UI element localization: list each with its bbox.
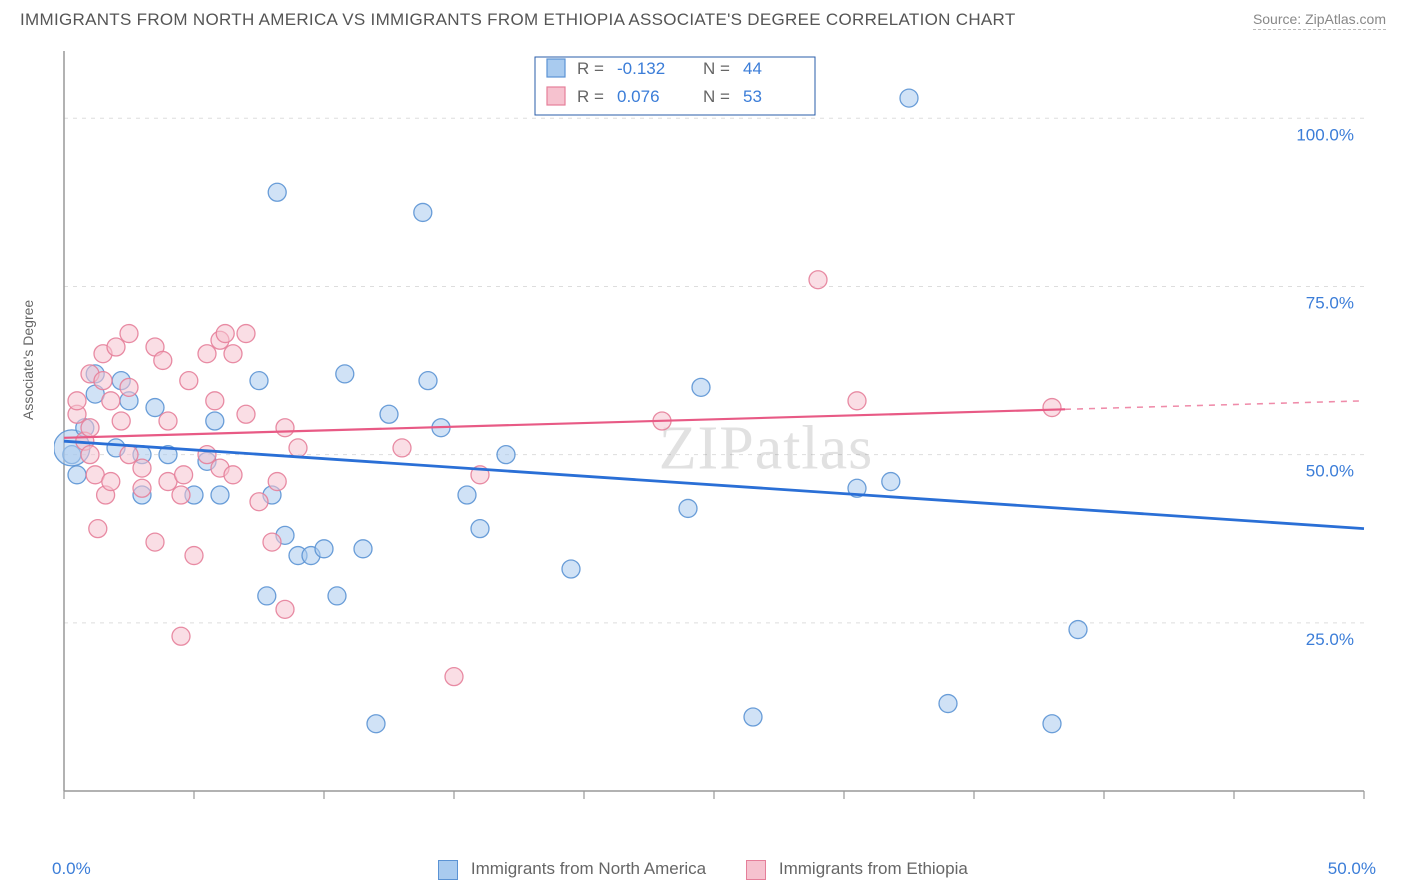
legend-item-north-america: Immigrants from North America bbox=[438, 859, 706, 880]
svg-text:53: 53 bbox=[743, 87, 762, 106]
bottom-legend: 0.0% Immigrants from North America Immig… bbox=[0, 859, 1406, 880]
svg-text:R =: R = bbox=[577, 87, 604, 106]
svg-text:N =: N = bbox=[703, 59, 730, 78]
legend-swatch-pink bbox=[746, 860, 766, 880]
svg-text:50.0%: 50.0% bbox=[1306, 462, 1354, 481]
legend-swatch-blue bbox=[438, 860, 458, 880]
svg-text:N =: N = bbox=[703, 87, 730, 106]
svg-text:0.076: 0.076 bbox=[617, 87, 660, 106]
svg-text:100.0%: 100.0% bbox=[1296, 125, 1354, 144]
svg-text:75.0%: 75.0% bbox=[1306, 293, 1354, 312]
x-axis-max-label: 50.0% bbox=[1328, 859, 1376, 879]
header: IMMIGRANTS FROM NORTH AMERICA VS IMMIGRA… bbox=[0, 0, 1406, 35]
svg-text:ZIPatlas: ZIPatlas bbox=[659, 415, 874, 483]
svg-text:44: 44 bbox=[743, 59, 762, 78]
svg-text:R =: R = bbox=[577, 59, 604, 78]
svg-text:25.0%: 25.0% bbox=[1306, 630, 1354, 649]
scatter-chart: 25.0% 50.0% 75.0% 100.0% ZIPatlas R = -0.132 N … bbox=[54, 41, 1374, 801]
y-axis-label: Associate's Degree bbox=[20, 300, 36, 420]
x-axis-min-label: 0.0% bbox=[52, 859, 91, 879]
svg-text:-0.132: -0.132 bbox=[617, 59, 665, 78]
source-label: Source: ZipAtlas.com bbox=[1253, 11, 1386, 30]
legend-label: Immigrants from North America bbox=[471, 859, 706, 878]
legend-label: Immigrants from Ethiopia bbox=[779, 859, 968, 878]
chart-area: 25.0% 50.0% 75.0% 100.0% ZIPatlas R = -0.132 N … bbox=[54, 41, 1374, 801]
legend-item-ethiopia: Immigrants from Ethiopia bbox=[746, 859, 968, 880]
chart-title: IMMIGRANTS FROM NORTH AMERICA VS IMMIGRA… bbox=[20, 10, 1016, 30]
